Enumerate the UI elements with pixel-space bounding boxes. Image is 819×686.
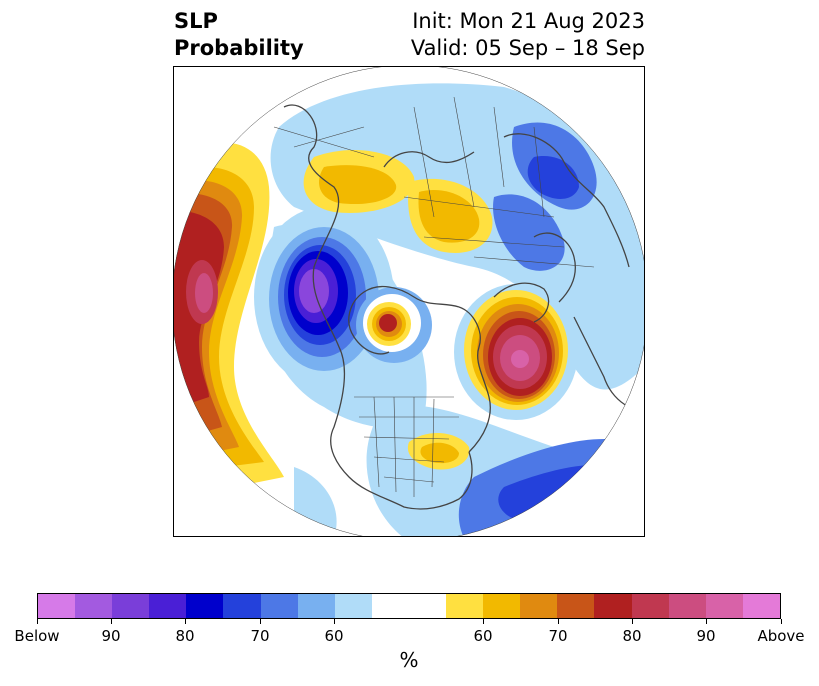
map-svg xyxy=(174,67,644,536)
colorbar-tick-mark xyxy=(705,619,707,624)
chart-title-left: SLP Probability xyxy=(174,8,304,62)
colorbar-tick-mark xyxy=(557,619,559,624)
colorbar-tick-label: 70 xyxy=(250,627,270,645)
colorbar xyxy=(37,593,781,619)
polar-above-normal-high xyxy=(367,302,411,346)
colorbar-tick-mark xyxy=(184,619,186,624)
colorbar-tick-mark xyxy=(631,619,633,624)
init-date: Init: Mon 21 Aug 2023 xyxy=(412,9,645,33)
colorbar-segment xyxy=(520,594,558,618)
colorbar-segment xyxy=(594,594,632,618)
valid-period: Valid: 05 Sep – 18 Sep xyxy=(410,36,645,60)
colorbar-segment xyxy=(705,594,743,618)
colorbar-tick-label: 70 xyxy=(548,627,568,645)
colorbar-segment xyxy=(297,594,335,618)
colorbar-segment xyxy=(112,594,150,618)
colorbar-tick-label: 60 xyxy=(473,627,493,645)
colorbar-unit-label: % xyxy=(399,648,419,672)
colorbar-segment xyxy=(260,594,298,618)
colorbar-tick-label: Above xyxy=(757,627,805,645)
colorbar-segment xyxy=(186,594,224,618)
colorbar-tick-label: 90 xyxy=(696,627,716,645)
colorbar-tick-mark xyxy=(110,619,112,624)
colorbar-tick-mark xyxy=(780,619,782,624)
colorbar-tick-label: Below xyxy=(14,627,60,645)
colorbar-tick-mark xyxy=(259,619,261,624)
colorbar-segment xyxy=(742,594,780,618)
colorbar-segment xyxy=(75,594,113,618)
colorbar-tick-label: 60 xyxy=(324,627,344,645)
colorbar-segment xyxy=(483,594,521,618)
eurasia-above-normal-ridges xyxy=(303,149,493,253)
colorbar-segment xyxy=(334,594,372,618)
title-product: Probability xyxy=(174,36,304,60)
colorbar-tick-label: 80 xyxy=(622,627,642,645)
political-borders xyxy=(273,96,595,497)
colorbar-tick-mark xyxy=(482,619,484,624)
alaska-below-normal-low xyxy=(254,207,394,387)
colorbar-segment xyxy=(446,594,484,618)
atlantic-above-normal-high xyxy=(454,284,578,420)
colorbar-tick-mark xyxy=(333,619,335,624)
colorbar-segment xyxy=(223,594,261,618)
colorbar-segment xyxy=(668,594,706,618)
colorbar-tick-label: 90 xyxy=(101,627,121,645)
chart-title-right: Init: Mon 21 Aug 2023 Valid: 05 Sep – 18… xyxy=(411,8,645,62)
colorbar-segment xyxy=(631,594,669,618)
colorbar-segment xyxy=(371,594,409,618)
title-variable: SLP xyxy=(174,9,218,33)
colorbar-segment xyxy=(408,594,447,618)
probability-map xyxy=(173,66,645,537)
pacific-above-normal-high xyxy=(174,142,284,487)
colorbar-tick-label: 80 xyxy=(175,627,195,645)
coastlines xyxy=(283,104,630,510)
colorbar-tick-mark xyxy=(36,619,38,624)
colorbar-segment xyxy=(38,594,76,618)
colorbar-segment xyxy=(149,594,187,618)
colorbar-segment xyxy=(557,594,595,618)
